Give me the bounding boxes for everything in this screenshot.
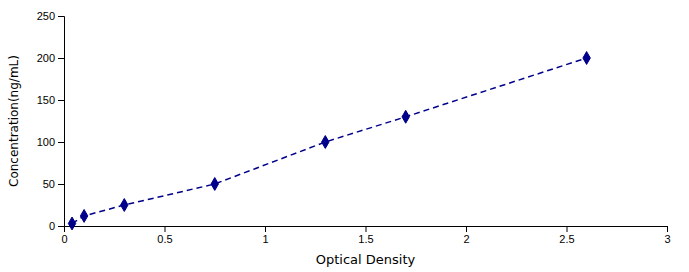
tick: 150	[37, 94, 64, 106]
tick-label: 50	[43, 178, 55, 190]
point	[211, 178, 218, 191]
tick: 100	[37, 136, 64, 148]
tick-mark	[466, 226, 467, 232]
tick-mark	[265, 226, 266, 232]
tick-mark	[165, 226, 166, 232]
tick-label: 0	[61, 233, 67, 245]
tick-label: 200	[37, 52, 55, 64]
tick: 1.5	[358, 226, 373, 245]
tick-mark	[58, 142, 64, 143]
x-axis: 0 0.5 1 1.5 2 2.5 3	[61, 226, 670, 245]
tick: 1	[262, 226, 268, 245]
tick-mark	[366, 226, 367, 232]
y-axis: 0 50 100 150 200 250	[37, 10, 65, 232]
tick-label: 2.5	[559, 233, 574, 245]
axis-line	[65, 227, 668, 233]
x-axis-title: Optical Density	[316, 252, 416, 267]
tick-label: 0.5	[157, 233, 172, 245]
tick: 200	[37, 52, 64, 64]
tick-mark	[58, 58, 64, 59]
marks	[68, 52, 590, 230]
tick-mark	[58, 184, 64, 185]
tick: 2	[463, 226, 469, 245]
y-axis-title: Concentration(ng/mL)	[7, 55, 21, 187]
tick: 3	[664, 226, 670, 245]
tick-label: 2	[463, 233, 469, 245]
chart: 0 0.5 1 1.5 2 2.5 3 0 50 100 150 200 250 Optical Dens…	[0, 0, 689, 272]
tick: 250	[37, 10, 64, 22]
tick: 0	[61, 226, 67, 245]
point	[80, 209, 87, 222]
tick-mark	[667, 226, 668, 232]
point	[402, 110, 409, 123]
tick-mark	[58, 226, 64, 227]
tick-label: 1.5	[358, 233, 373, 245]
point	[583, 52, 590, 65]
point	[322, 136, 329, 149]
line	[72, 58, 587, 223]
tick: 0	[49, 220, 64, 232]
tick: 50	[43, 178, 64, 190]
tick-mark	[567, 226, 568, 232]
tick-mark	[58, 16, 64, 17]
point	[68, 217, 75, 230]
tick-label: 1	[262, 233, 268, 245]
plot: 0 0.5 1 1.5 2 2.5 3 0 50 100 150 200 250 Optical Dens…	[7, 10, 671, 267]
tick-label: 0	[49, 220, 55, 232]
tick-label: 100	[37, 136, 55, 148]
axis-line	[58, 17, 65, 227]
tick-mark	[58, 100, 64, 101]
tick-label: 3	[664, 233, 670, 245]
tick: 2.5	[559, 226, 574, 245]
tick: 0.5	[157, 226, 172, 245]
tick-label: 250	[37, 10, 55, 22]
tick-label: 150	[37, 94, 55, 106]
point	[121, 199, 128, 212]
